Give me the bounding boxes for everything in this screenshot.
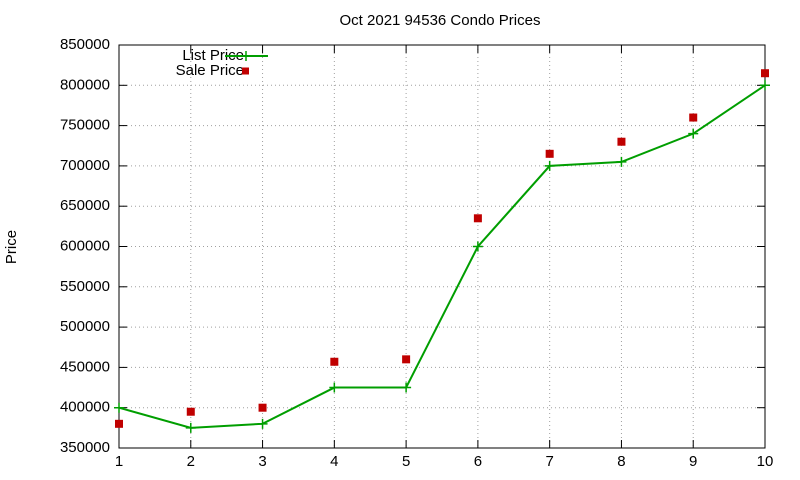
point-marker	[115, 419, 123, 428]
point-marker	[689, 113, 698, 122]
x-tick-label: 2	[187, 453, 195, 470]
x-tick-label: 9	[689, 453, 697, 470]
point-marker	[544, 160, 555, 171]
y-tick-label: 350000	[60, 439, 110, 456]
y-tick-label: 750000	[60, 117, 110, 134]
y-tick-label: 450000	[60, 358, 110, 375]
y-tick-label: 800000	[60, 76, 110, 93]
y-axis-label: Price	[3, 230, 20, 264]
point-marker	[185, 422, 196, 433]
legend-marker	[242, 67, 249, 75]
point-marker	[688, 128, 699, 139]
point-marker	[472, 241, 483, 252]
y-tick-label: 500000	[60, 318, 110, 335]
plot-frame	[118, 44, 766, 449]
point-marker	[761, 69, 769, 78]
y-tick-label: 400000	[60, 399, 110, 416]
point-marker	[257, 418, 268, 429]
series-line	[118, 84, 766, 429]
point-marker	[401, 382, 412, 393]
point-marker	[114, 402, 124, 413]
point-marker	[617, 137, 626, 146]
x-tick-label: 6	[474, 453, 482, 470]
point-marker	[760, 80, 770, 91]
x-tick-label: 10	[757, 453, 774, 470]
y-tick-label: 700000	[60, 157, 110, 174]
point-marker	[473, 214, 482, 223]
point-marker	[258, 403, 267, 412]
point-marker	[616, 156, 627, 167]
y-tick-label: 850000	[60, 36, 110, 53]
y-tick-label: 650000	[60, 197, 110, 214]
point-marker	[329, 382, 340, 393]
y-tick-label: 600000	[60, 237, 110, 254]
x-tick-label: 5	[402, 453, 410, 470]
x-tick-label: 8	[617, 453, 625, 470]
y-tick-label: 550000	[60, 278, 110, 295]
legend-marker	[241, 51, 251, 61]
point-marker	[186, 407, 195, 416]
legend-label: List Price	[182, 47, 244, 64]
x-tick-label: 1	[115, 453, 123, 470]
legend-label: Sale Price	[176, 62, 244, 79]
chart-title: Oct 2021 94536 Condo Prices	[340, 12, 541, 29]
point-marker	[402, 355, 411, 364]
point-marker	[330, 357, 339, 366]
point-marker	[545, 149, 554, 158]
x-tick-label: 4	[330, 453, 338, 470]
x-tick-label: 7	[545, 453, 553, 470]
x-tick-label: 3	[258, 453, 266, 470]
